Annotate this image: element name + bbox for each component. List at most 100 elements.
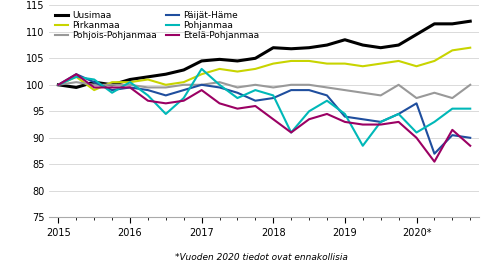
Etelä-Pohjanmaa: [288, 131, 294, 134]
Pohjanmaa: [324, 99, 330, 102]
Uusimaa: [288, 47, 294, 50]
Pohjanmaa: [199, 67, 205, 70]
Etelä-Pohjanmaa: [396, 120, 402, 123]
Pohjois-Pohjanmaa: [55, 83, 61, 86]
Pohjois-Pohjanmaa: [127, 83, 133, 86]
Pohjanmaa: [306, 110, 312, 113]
Pohjanmaa: [235, 96, 241, 100]
Text: *Vuoden 2020 tiedot ovat ennakollisia: *Vuoden 2020 tiedot ovat ennakollisia: [175, 253, 348, 262]
Päijät-Häme: [91, 81, 97, 84]
Pirkanmaa: [396, 59, 402, 63]
Uusimaa: [467, 20, 473, 23]
Uusimaa: [55, 83, 61, 86]
Etelä-Pohjanmaa: [235, 107, 241, 110]
Line: Pohjanmaa: Pohjanmaa: [58, 69, 470, 146]
Etelä-Pohjanmaa: [467, 144, 473, 147]
Pohjois-Pohjanmaa: [252, 83, 258, 86]
Uusimaa: [342, 38, 348, 41]
Päijät-Häme: [216, 86, 222, 89]
Line: Pohjois-Pohjanmaa: Pohjois-Pohjanmaa: [58, 82, 470, 98]
Etelä-Pohjanmaa: [145, 99, 151, 102]
Päijät-Häme: [378, 120, 384, 123]
Pirkanmaa: [342, 62, 348, 65]
Etelä-Pohjanmaa: [450, 128, 455, 131]
Päijät-Häme: [127, 86, 133, 89]
Pohjois-Pohjanmaa: [91, 83, 97, 86]
Pohjois-Pohjanmaa: [413, 96, 419, 100]
Pohjois-Pohjanmaa: [396, 83, 402, 86]
Etelä-Pohjanmaa: [73, 73, 79, 76]
Uusimaa: [235, 59, 241, 63]
Pohjois-Pohjanmaa: [324, 86, 330, 89]
Uusimaa: [127, 78, 133, 81]
Pohjanmaa: [270, 94, 276, 97]
Pohjanmaa: [216, 83, 222, 86]
Pirkanmaa: [431, 59, 437, 63]
Päijät-Häme: [109, 89, 115, 92]
Uusimaa: [378, 46, 384, 49]
Päijät-Häme: [467, 136, 473, 139]
Pirkanmaa: [181, 81, 187, 84]
Päijät-Häme: [413, 102, 419, 105]
Pohjois-Pohjanmaa: [163, 86, 169, 89]
Pirkanmaa: [270, 62, 276, 65]
Pohjanmaa: [55, 83, 61, 86]
Etelä-Pohjanmaa: [306, 118, 312, 121]
Pohjanmaa: [467, 107, 473, 110]
Pohjanmaa: [396, 112, 402, 116]
Etelä-Pohjanmaa: [252, 104, 258, 108]
Päijät-Häme: [342, 115, 348, 118]
Uusimaa: [360, 43, 366, 47]
Uusimaa: [306, 46, 312, 49]
Pirkanmaa: [145, 78, 151, 81]
Etelä-Pohjanmaa: [216, 102, 222, 105]
Etelä-Pohjanmaa: [324, 112, 330, 116]
Pirkanmaa: [450, 49, 455, 52]
Uusimaa: [199, 59, 205, 63]
Uusimaa: [73, 86, 79, 89]
Päijät-Häme: [252, 99, 258, 102]
Päijät-Häme: [73, 73, 79, 76]
Pohjois-Pohjanmaa: [235, 86, 241, 89]
Pohjanmaa: [413, 131, 419, 134]
Pohjanmaa: [288, 131, 294, 134]
Pohjois-Pohjanmaa: [199, 83, 205, 86]
Pirkanmaa: [252, 67, 258, 70]
Pohjois-Pohjanmaa: [181, 83, 187, 86]
Pohjois-Pohjanmaa: [145, 86, 151, 89]
Pirkanmaa: [324, 62, 330, 65]
Päijät-Häme: [431, 152, 437, 155]
Uusimaa: [396, 43, 402, 47]
Pirkanmaa: [127, 81, 133, 84]
Etelä-Pohjanmaa: [342, 120, 348, 123]
Pirkanmaa: [413, 65, 419, 68]
Pohjois-Pohjanmaa: [360, 91, 366, 94]
Line: Uusimaa: Uusimaa: [58, 21, 470, 87]
Pohjois-Pohjanmaa: [342, 89, 348, 92]
Etelä-Pohjanmaa: [109, 86, 115, 89]
Uusimaa: [450, 22, 455, 25]
Pirkanmaa: [360, 65, 366, 68]
Päijät-Häme: [450, 134, 455, 137]
Etelä-Pohjanmaa: [127, 86, 133, 89]
Pohjanmaa: [73, 75, 79, 78]
Päijät-Häme: [235, 91, 241, 94]
Päijät-Häme: [324, 94, 330, 97]
Pohjois-Pohjanmaa: [270, 86, 276, 89]
Line: Päijät-Häme: Päijät-Häme: [58, 74, 470, 154]
Pohjanmaa: [450, 107, 455, 110]
Etelä-Pohjanmaa: [91, 86, 97, 89]
Pohjanmaa: [252, 89, 258, 92]
Etelä-Pohjanmaa: [360, 123, 366, 126]
Pohjois-Pohjanmaa: [109, 83, 115, 86]
Pohjois-Pohjanmaa: [288, 83, 294, 86]
Pohjanmaa: [360, 144, 366, 147]
Etelä-Pohjanmaa: [55, 83, 61, 86]
Pohjanmaa: [145, 94, 151, 97]
Line: Etelä-Pohjanmaa: Etelä-Pohjanmaa: [58, 74, 470, 162]
Uusimaa: [252, 57, 258, 60]
Päijät-Häme: [199, 83, 205, 86]
Pirkanmaa: [55, 83, 61, 86]
Pohjanmaa: [91, 78, 97, 81]
Pirkanmaa: [467, 46, 473, 49]
